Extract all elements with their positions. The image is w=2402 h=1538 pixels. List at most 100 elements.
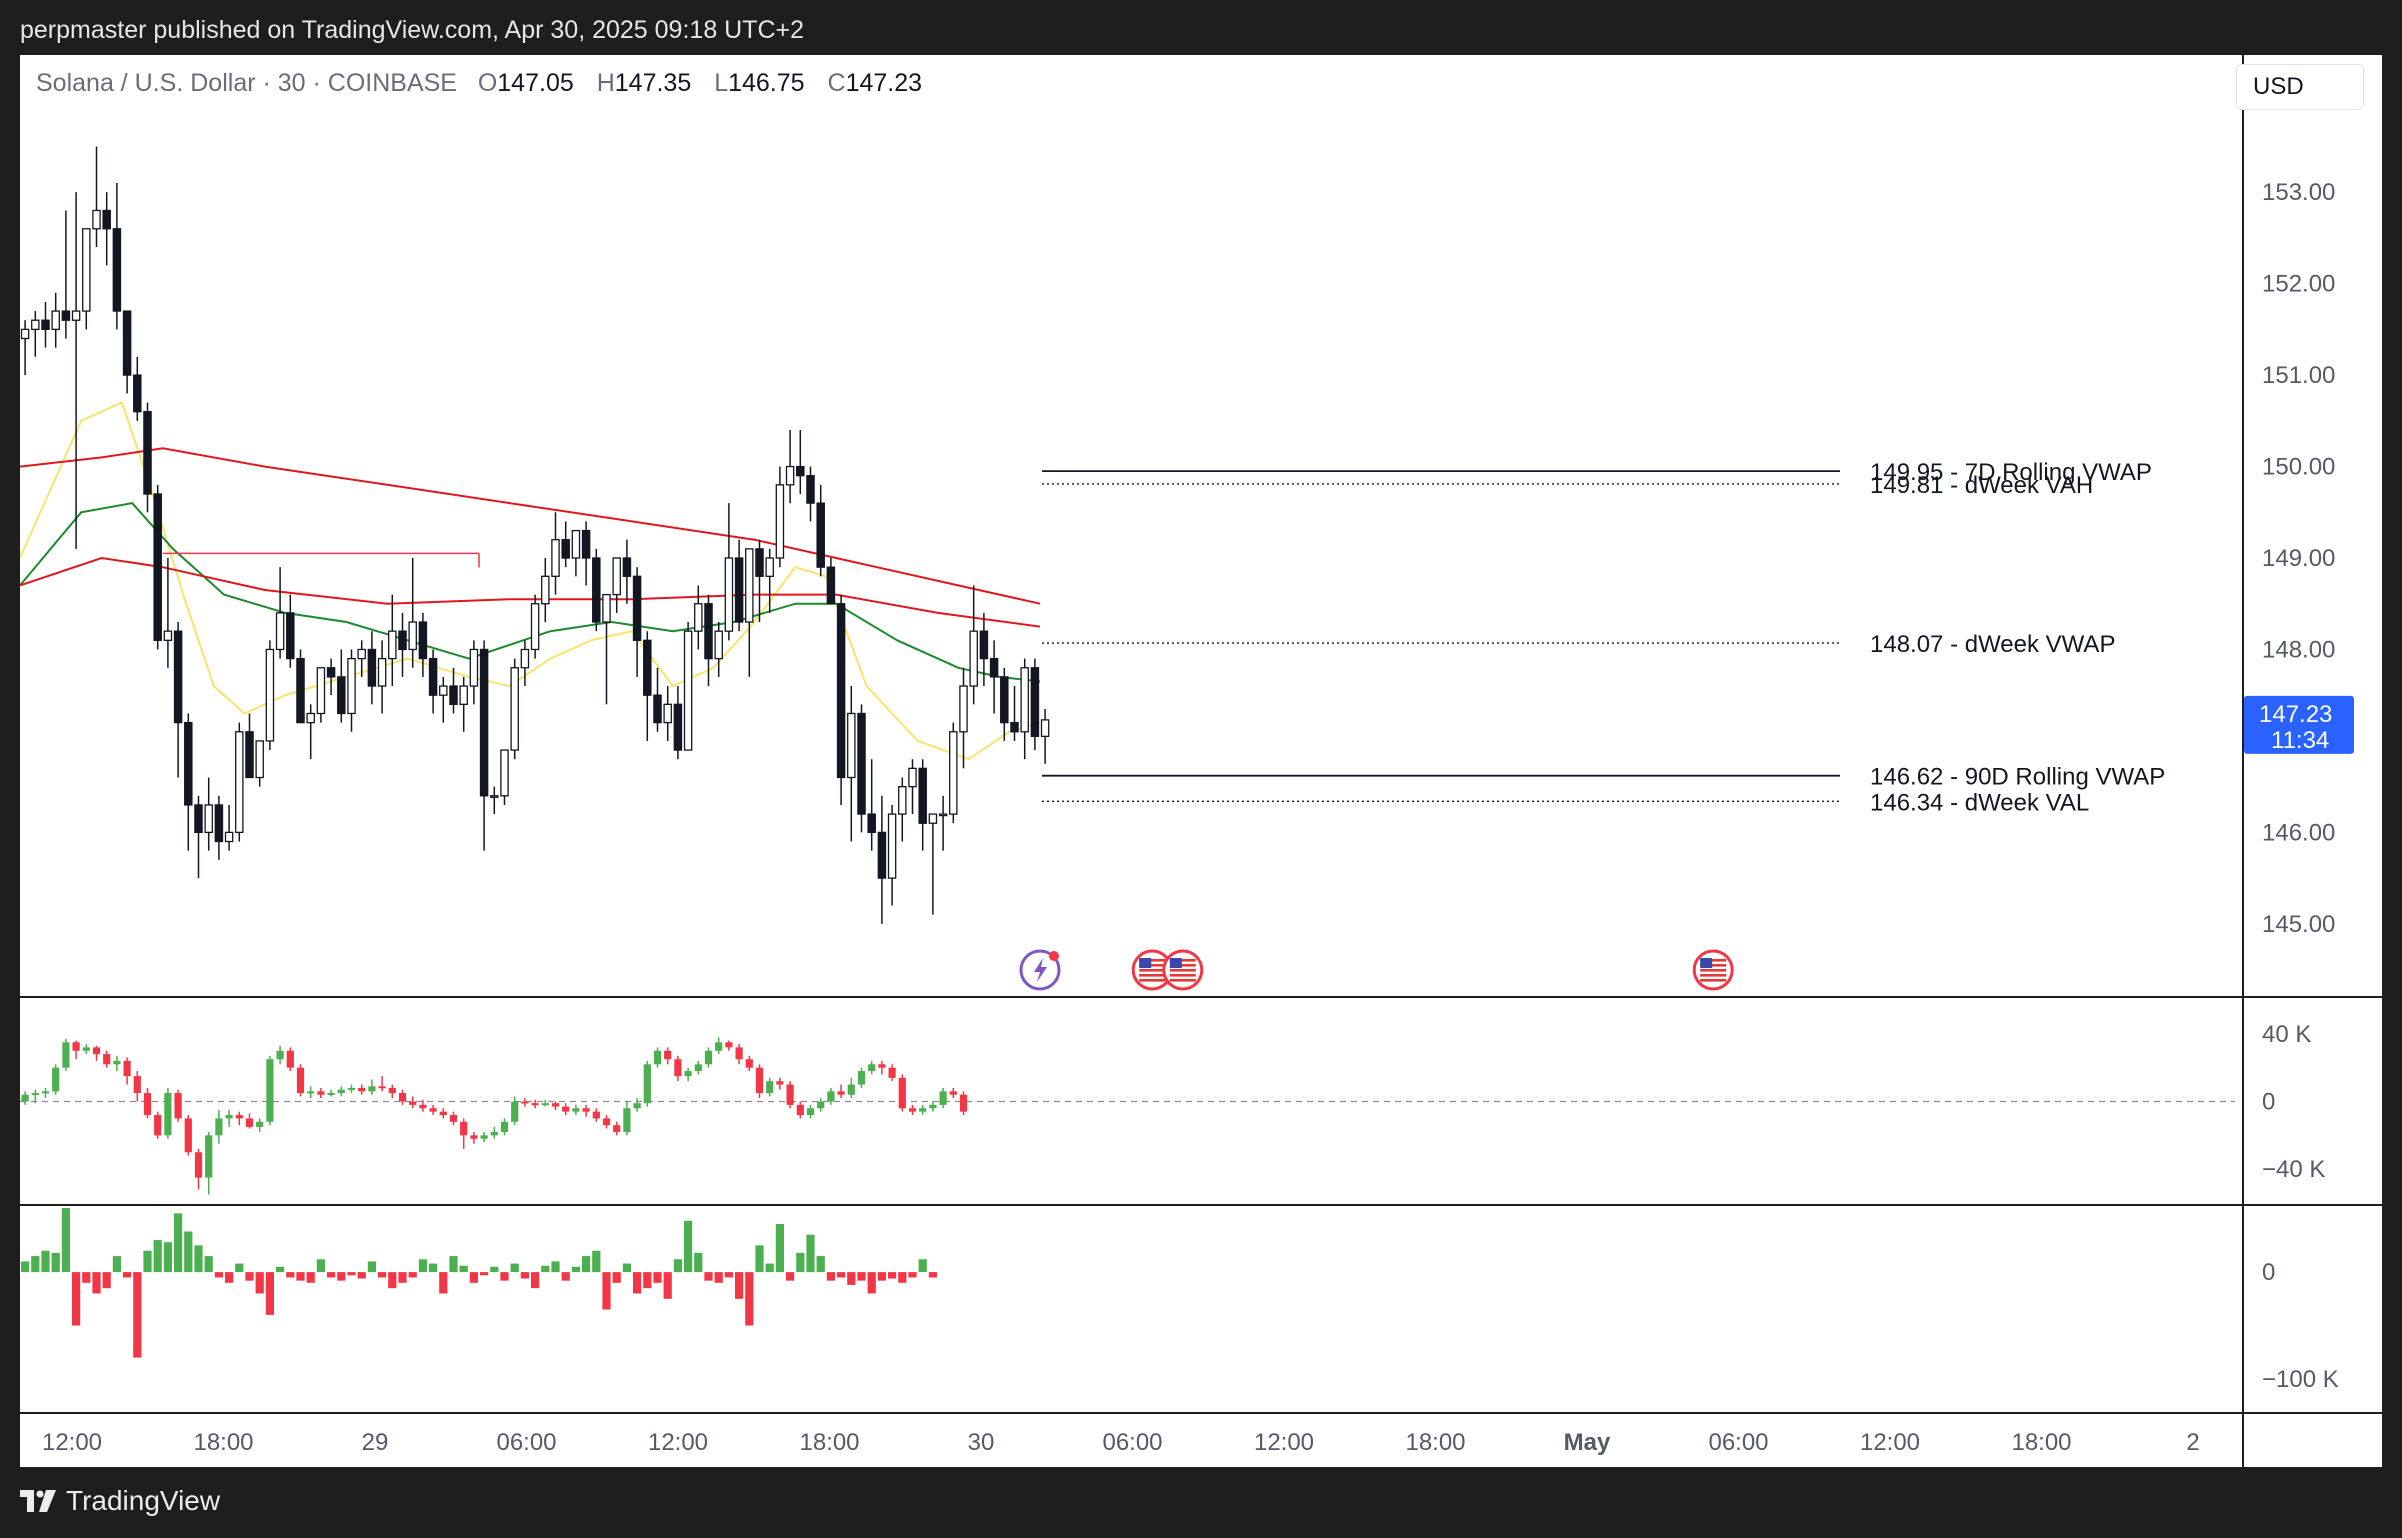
candle[interactable] bbox=[388, 594, 397, 687]
delta-bar[interactable] bbox=[61, 1208, 70, 1273]
candle[interactable] bbox=[479, 640, 489, 851]
candle[interactable] bbox=[367, 631, 377, 705]
delta-bar[interactable] bbox=[357, 1272, 366, 1279]
oscillator-candle[interactable] bbox=[439, 1108, 447, 1119]
delta-bar[interactable] bbox=[367, 1261, 376, 1273]
oscillator-candle[interactable] bbox=[113, 1055, 121, 1072]
candle[interactable] bbox=[1030, 658, 1040, 751]
candle[interactable] bbox=[592, 548, 601, 632]
oscillator-candle[interactable] bbox=[327, 1089, 335, 1097]
delta-bar[interactable] bbox=[51, 1252, 60, 1273]
oscillator-candle[interactable] bbox=[572, 1104, 580, 1116]
oscillator-candle[interactable] bbox=[398, 1089, 407, 1105]
candle[interactable] bbox=[622, 539, 632, 604]
delta-bar[interactable] bbox=[347, 1272, 356, 1276]
delta-bar[interactable] bbox=[41, 1250, 50, 1273]
candle[interactable] bbox=[826, 558, 836, 605]
delta-bar[interactable] bbox=[398, 1272, 407, 1283]
oscillator-candle[interactable] bbox=[939, 1087, 947, 1109]
candle[interactable] bbox=[337, 649, 346, 723]
oscillator-candle[interactable] bbox=[276, 1045, 284, 1065]
oscillator-candle[interactable] bbox=[857, 1067, 866, 1088]
oscillator-candle[interactable] bbox=[337, 1086, 345, 1097]
us-flag-icon[interactable] bbox=[1162, 949, 1204, 991]
delta-bar[interactable] bbox=[174, 1213, 183, 1273]
candle[interactable] bbox=[41, 301, 50, 348]
candle[interactable] bbox=[20, 320, 30, 376]
candle[interactable] bbox=[908, 759, 917, 815]
delta-bar[interactable] bbox=[877, 1272, 886, 1281]
delta-bar[interactable] bbox=[918, 1259, 927, 1273]
oscillator-candle[interactable] bbox=[653, 1047, 662, 1068]
candle[interactable] bbox=[520, 640, 530, 687]
oscillator-candle[interactable] bbox=[684, 1067, 692, 1082]
oscillator-candle[interactable] bbox=[908, 1104, 917, 1116]
delta-bar[interactable] bbox=[663, 1272, 672, 1299]
candle[interactable] bbox=[204, 777, 213, 851]
candle[interactable] bbox=[194, 795, 203, 879]
delta-bar[interactable] bbox=[112, 1256, 121, 1273]
oscillator-candle[interactable] bbox=[307, 1086, 315, 1099]
oscillator-candle[interactable] bbox=[643, 1060, 651, 1107]
candle[interactable] bbox=[724, 503, 734, 641]
oscillator-candle[interactable] bbox=[103, 1050, 111, 1068]
delta-bar[interactable] bbox=[867, 1272, 876, 1294]
oscillator-candle[interactable] bbox=[225, 1109, 233, 1127]
candle[interactable] bbox=[31, 311, 40, 357]
candle[interactable] bbox=[704, 594, 713, 687]
candle[interactable] bbox=[898, 777, 907, 842]
oscillator-candle[interactable] bbox=[480, 1131, 488, 1143]
oscillator-candle[interactable] bbox=[929, 1101, 937, 1112]
currency-selector[interactable]: USD bbox=[2236, 64, 2364, 110]
delta-bar[interactable] bbox=[612, 1272, 621, 1283]
delta-bar[interactable] bbox=[816, 1256, 825, 1273]
delta-bar[interactable] bbox=[316, 1259, 325, 1273]
oscillator-candle[interactable] bbox=[460, 1118, 468, 1149]
oscillator-candle[interactable] bbox=[82, 1043, 90, 1055]
candle[interactable] bbox=[286, 594, 295, 668]
delta-bar[interactable] bbox=[643, 1272, 652, 1289]
delta-bar[interactable] bbox=[561, 1272, 570, 1281]
candle[interactable] bbox=[153, 484, 162, 650]
candle[interactable] bbox=[928, 813, 938, 915]
oscillator-candle[interactable] bbox=[235, 1111, 243, 1126]
oscillator-candle[interactable] bbox=[786, 1081, 794, 1109]
delta-bar[interactable] bbox=[163, 1242, 172, 1273]
delta-bar[interactable] bbox=[265, 1272, 274, 1315]
delta-bar[interactable] bbox=[653, 1272, 662, 1283]
delta-bar[interactable] bbox=[327, 1272, 336, 1278]
oscillator-candle[interactable] bbox=[194, 1148, 203, 1190]
delta-bar[interactable] bbox=[806, 1234, 815, 1273]
oscillator-candle[interactable] bbox=[41, 1087, 50, 1099]
oscillator-candle[interactable] bbox=[888, 1064, 896, 1082]
delta-bar[interactable] bbox=[469, 1272, 478, 1283]
oscillator-candle[interactable] bbox=[143, 1087, 152, 1119]
oscillator-candle[interactable] bbox=[245, 1113, 254, 1129]
oscillator-candle[interactable] bbox=[745, 1055, 753, 1072]
candle[interactable] bbox=[51, 292, 60, 348]
oscillator-candle[interactable] bbox=[725, 1040, 733, 1051]
oscillator-candle[interactable] bbox=[633, 1098, 641, 1112]
delta-bar[interactable] bbox=[255, 1272, 264, 1294]
delta-bar[interactable] bbox=[153, 1240, 162, 1273]
delta-bar[interactable] bbox=[408, 1272, 417, 1278]
delta-bar[interactable] bbox=[684, 1220, 693, 1273]
oscillator-candle[interactable] bbox=[500, 1118, 509, 1136]
candle[interactable] bbox=[510, 658, 519, 760]
delta-bar[interactable] bbox=[31, 1256, 40, 1273]
oscillator-candle[interactable] bbox=[868, 1060, 876, 1075]
delta-bar[interactable] bbox=[857, 1272, 866, 1281]
candle[interactable] bbox=[734, 539, 744, 632]
candle[interactable] bbox=[673, 686, 683, 760]
delta-bar[interactable] bbox=[735, 1272, 744, 1299]
delta-bar[interactable] bbox=[245, 1272, 254, 1281]
delta-bar[interactable] bbox=[418, 1259, 427, 1273]
delta-bar[interactable] bbox=[520, 1272, 529, 1279]
oscillator-candle[interactable] bbox=[429, 1104, 437, 1116]
delta-bar[interactable] bbox=[306, 1272, 315, 1283]
event-icons[interactable] bbox=[1019, 949, 1734, 991]
delta-bar[interactable] bbox=[531, 1272, 540, 1289]
delta-bar[interactable] bbox=[214, 1272, 223, 1278]
delta-bar[interactable] bbox=[847, 1272, 856, 1285]
oscillator-candle[interactable] bbox=[490, 1126, 498, 1139]
